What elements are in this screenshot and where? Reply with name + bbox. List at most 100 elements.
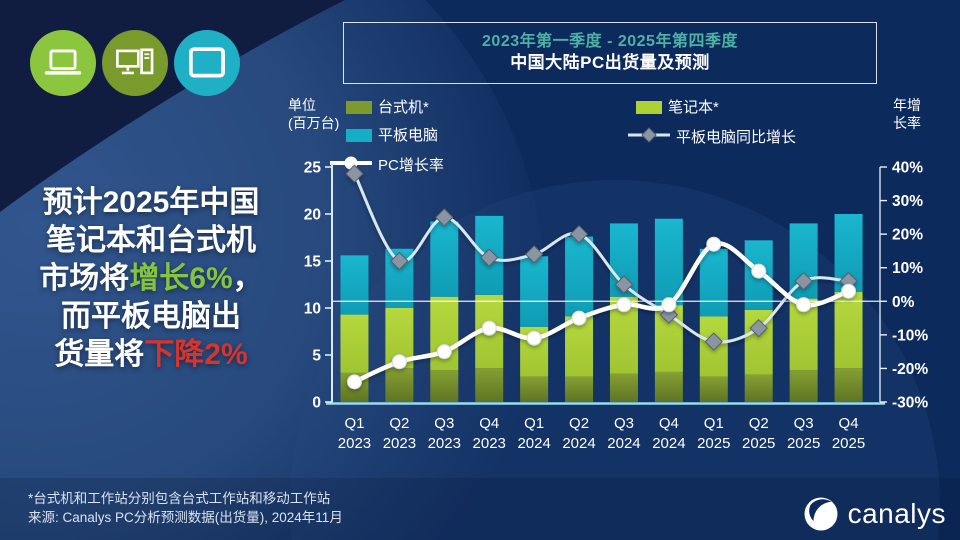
bar-segment: [565, 376, 594, 402]
unit-label-line2: (百万台): [288, 115, 340, 131]
bar-segment: [520, 376, 549, 402]
headline-segment: 笔记本和台式机: [46, 224, 256, 257]
circle-marker: [841, 283, 857, 299]
x-axis-year-label: 2025: [787, 435, 820, 452]
legend-tablet-label: 平板电脑: [378, 127, 439, 144]
bar-segment: [699, 376, 728, 402]
x-axis-quarter-label: Q2: [389, 415, 409, 432]
headline-text: 预计2025年中国 笔记本和台式机 市场将增长6%， 而平板电脑出 货量将下降2%: [0, 184, 302, 374]
diamond-marker: [569, 224, 589, 244]
diamond-marker: [480, 248, 499, 267]
rate-label-line1: 年增: [893, 97, 921, 113]
desktop-pc-icon: [102, 30, 168, 96]
circle-marker: [706, 236, 722, 252]
left-axis-tick-label: 5: [312, 348, 321, 365]
x-axis-year-label: 2023: [473, 435, 506, 452]
right-axis-tick-label: -20%: [892, 361, 928, 378]
legend-tablet: 平板电脑: [346, 128, 438, 143]
headline-line: 货量将下降2%: [0, 336, 302, 374]
canalys-logo: canalys: [803, 496, 946, 532]
legend-notebook-swatch: [636, 101, 662, 114]
footnote-line1: *台式机和工作站分别包含台式工作站和移动工作站: [28, 491, 331, 506]
x-axis-year-label: 2025: [832, 435, 865, 452]
headline-segment: 下降2%: [144, 338, 248, 371]
circle-marker: [796, 297, 812, 313]
x-axis-quarter-label: Q4: [479, 415, 499, 432]
diamond-line-icon: [628, 126, 670, 148]
x-axis-quarter-label: Q1: [524, 415, 544, 432]
diamond-marker: [345, 164, 364, 183]
headline-segment: 增长6%: [129, 262, 233, 295]
left-axis-tick-label: 0: [312, 395, 321, 412]
headline-segment: 市场将: [39, 262, 130, 295]
diamond-marker: [390, 251, 409, 271]
x-axis-year-label: 2024: [562, 435, 595, 452]
canalys-logo-mark: [804, 497, 838, 531]
tablet-icon: [174, 30, 240, 96]
laptop-glyph: [44, 49, 82, 75]
chart-title-box: 2023年第一季度 - 2025年第四季度 中国大陆PC出货量及预测: [343, 22, 877, 84]
laptop-icon: [30, 30, 96, 96]
bar-segment: [834, 368, 863, 402]
legend-diamond-marker: [641, 127, 657, 143]
legend-notebook-label: 笔记本*: [668, 99, 719, 116]
canalys-logo-text: canalys: [847, 498, 946, 529]
bar-segment: [609, 373, 638, 402]
bar-segment: [385, 368, 414, 402]
legend-tablet-swatch: [346, 129, 372, 142]
legend-pc-growth-label: PC增长率: [378, 156, 444, 174]
bar-segment: [834, 292, 863, 369]
bar-segment: [565, 236, 594, 317]
device-icons: [30, 30, 240, 96]
bar-series-0: [340, 368, 863, 402]
rate-label-line2: 长率: [893, 115, 921, 131]
headline-segment: 而平板电脑出: [61, 300, 241, 333]
unit-label-line1: 单位: [288, 97, 316, 113]
headline-line: 而平板电脑出: [0, 298, 302, 336]
bar-segment: [430, 370, 459, 402]
legend-desktop-swatch: [346, 101, 372, 114]
x-axis-year-label: 2023: [383, 435, 416, 452]
x-axis-quarter-label: Q1: [704, 415, 724, 432]
headline-segment: ，: [232, 262, 263, 295]
x-axis-quarter-label: Q3: [614, 415, 634, 432]
bar-segment: [744, 374, 773, 402]
left-axis-tick-label: 25: [304, 160, 322, 177]
diamond-marker: [614, 275, 634, 294]
circle-marker: [751, 263, 767, 279]
x-axis-quarter-label: Q4: [839, 415, 859, 432]
headline-line: 市场将增长6%，: [0, 260, 302, 298]
circle-marker: [616, 297, 632, 313]
circle-marker: [481, 320, 497, 336]
diamond-marker: [794, 271, 813, 291]
legend-notebook: 笔记本*: [636, 100, 719, 115]
footnote-line2: 来源: Canalys PC分析预测数据(出货量), 2024年11月: [28, 510, 343, 525]
right-axis-tick-label: 30%: [892, 193, 923, 210]
diamond-marker: [435, 208, 454, 227]
circle-marker: [391, 354, 407, 370]
headline-segment: 预计2025年中国: [42, 186, 260, 219]
tablet-glyph: [189, 47, 225, 78]
circle-marker: [346, 374, 362, 390]
x-axis-quarter-label: Q4: [659, 415, 679, 432]
left-axis-unit-label: 单位 (百万台): [288, 96, 339, 132]
tablet-growth-line: [345, 164, 858, 351]
x-axis-quarter-label: Q2: [569, 415, 589, 432]
right-axis-tick-label: -10%: [892, 327, 928, 344]
bar-series-2: [340, 214, 863, 327]
x-axis-quarter-label: Q1: [344, 415, 364, 432]
x-axis-quarter-label: Q2: [749, 415, 769, 432]
legend-pc-growth: PC增长率: [330, 154, 444, 176]
bar-segment: [565, 316, 594, 377]
x-axis-year-label: 2023: [338, 435, 371, 452]
x-axis-year-label: 2024: [607, 435, 640, 452]
footnote: *台式机和工作站分别包含台式工作站和移动工作站 来源: Canalys PC分析…: [28, 489, 343, 527]
right-axis-tick-label: 40%: [892, 160, 923, 177]
pc-growth-line: [346, 236, 857, 390]
headline-line: 笔记本和台式机: [0, 222, 302, 260]
x-axis-year-label: 2023: [428, 435, 461, 452]
left-axis-tick-label: 20: [304, 207, 321, 224]
growth-line-path: [352, 172, 851, 344]
